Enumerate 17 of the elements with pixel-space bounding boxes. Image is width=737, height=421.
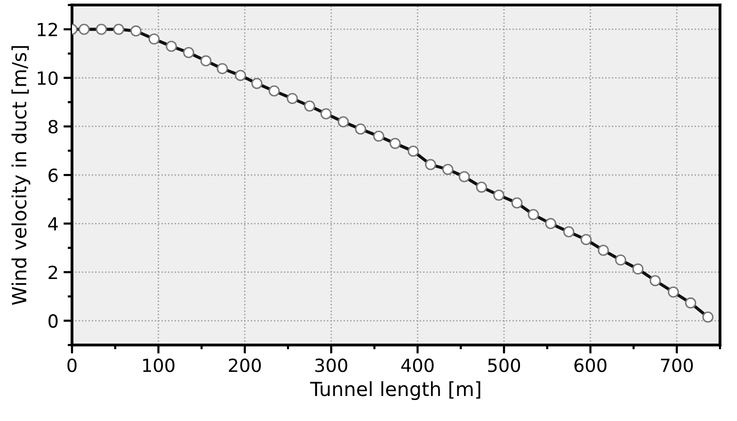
x-tick-label: 300 — [315, 358, 348, 372]
y-axis-title: Wind velocity in duct [m/s] — [11, 46, 30, 305]
y-tick-label: 6 — [48, 168, 58, 182]
y-tick-label: 10 — [38, 71, 58, 85]
x-tick-label: 400 — [401, 358, 434, 372]
y-tick-label: 4 — [48, 217, 58, 230]
x-tick-label: 0 — [67, 358, 77, 372]
y-tick-label: 0 — [48, 314, 58, 328]
x-tick-label: 200 — [228, 358, 261, 372]
x-tick-label: 100 — [143, 358, 174, 372]
y-tick-label: 2 — [48, 266, 57, 280]
x-tick-label: 600 — [574, 358, 606, 372]
x-tick-label: 500 — [488, 358, 520, 372]
x-tick-label: 700 — [661, 358, 693, 372]
y-tick-label: 12 — [38, 22, 57, 36]
y-tick-label: 8 — [48, 120, 58, 134]
x-axis-title: Tunnel length [m] — [310, 381, 480, 400]
